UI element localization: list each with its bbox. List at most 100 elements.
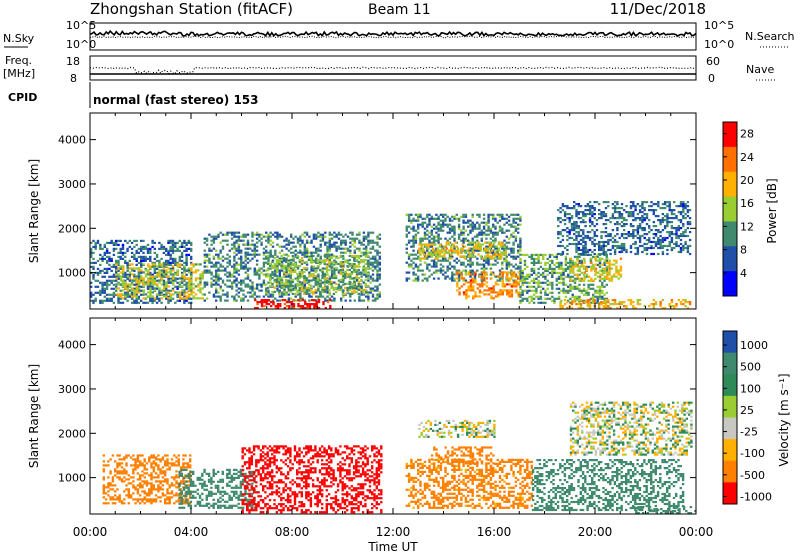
heatmap-cell	[308, 289, 311, 292]
heatmap-cell	[190, 271, 193, 274]
heatmap-cell	[376, 271, 379, 274]
heatmap-cell	[467, 289, 470, 292]
heatmap-cell	[585, 289, 588, 292]
heatmap-cell	[555, 277, 558, 280]
heatmap-cell	[489, 229, 493, 232]
heatmap-cell	[169, 281, 172, 284]
heatmap-cell	[217, 269, 220, 272]
heatmap-cell	[485, 271, 488, 274]
heatmap-cell	[162, 279, 166, 282]
heatmap-cell	[417, 231, 420, 234]
heatmap-cell	[299, 305, 302, 308]
heatmap-cell	[271, 254, 274, 258]
heatmap-cell	[153, 279, 157, 282]
heatmap-cell	[151, 291, 154, 294]
heatmap-cell	[442, 265, 445, 268]
heatmap-cell	[460, 263, 463, 266]
heatmap-cell	[519, 265, 522, 268]
heatmap-cell	[337, 271, 341, 274]
heatmap-cell	[108, 297, 111, 300]
heatmap-cell	[557, 265, 561, 268]
heatmap-cell	[119, 297, 122, 300]
heatmap-cell	[326, 255, 329, 258]
heatmap-cell	[498, 277, 502, 280]
heatmap-cell	[251, 287, 254, 290]
heatmap-cell	[405, 261, 408, 264]
heatmap-cell	[629, 207, 633, 210]
heatmap-cell	[266, 272, 270, 276]
heatmap-cell	[205, 265, 209, 268]
heatmap-cell	[308, 235, 311, 238]
heatmap-cell	[494, 291, 498, 294]
heatmap-cell	[342, 235, 345, 238]
heatmap-cell	[303, 276, 306, 280]
heatmap-cell	[638, 236, 642, 240]
heatmap-cell	[319, 243, 322, 246]
heatmap-cell	[158, 281, 161, 284]
heatmap-cell	[183, 267, 186, 270]
heatmap-cell	[171, 261, 175, 264]
heatmap-cell	[435, 217, 438, 220]
heatmap-cell	[105, 255, 109, 258]
heatmap-cell	[90, 299, 93, 302]
heatmap-cell	[427, 245, 430, 248]
heatmap-cell	[287, 260, 290, 264]
heatmap-cell	[555, 253, 558, 256]
heatmap-cell	[124, 255, 127, 258]
heatmap-cell	[126, 267, 129, 270]
heatmap-cell	[348, 272, 351, 276]
heatmap-cell	[591, 213, 594, 216]
heatmap-cell	[317, 275, 320, 278]
heatmap-cell	[589, 259, 593, 262]
heatmap-cell	[369, 257, 372, 260]
heatmap-cell	[577, 205, 580, 208]
heatmap-cell	[487, 245, 490, 248]
heatmap-cell	[462, 283, 466, 286]
heatmap-cell	[265, 239, 268, 242]
heatmap-cell	[439, 225, 443, 228]
heatmap-cell	[273, 278, 276, 281]
heatmap-cell	[324, 285, 327, 288]
heatmap-cell	[278, 269, 281, 272]
heatmap-cell	[439, 227, 443, 230]
heatmap-cell	[126, 295, 129, 298]
heatmap-cell	[208, 269, 211, 272]
heatmap-cell	[321, 239, 325, 242]
heatmap-cell	[474, 293, 477, 296]
heatmap-cell	[666, 205, 669, 208]
heatmap-cell	[535, 295, 538, 298]
heatmap-cell	[588, 219, 592, 222]
heatmap-cell	[613, 205, 617, 208]
heatmap-cell	[149, 271, 152, 274]
heatmap-cell	[185, 257, 188, 260]
heatmap-cell	[246, 277, 250, 280]
heatmap-cell	[557, 263, 561, 266]
heatmap-cell	[561, 234, 565, 238]
heatmap-cell	[682, 217, 685, 220]
heatmap-cell	[233, 267, 236, 270]
heatmap-cell	[180, 291, 184, 294]
heatmap-cell	[515, 289, 518, 292]
heatmap-cell	[544, 291, 547, 294]
heatmap-cell	[594, 295, 597, 298]
heatmap-cell	[505, 255, 508, 258]
heatmap-cell	[140, 285, 143, 288]
heatmap-cell	[235, 279, 238, 282]
heatmap-cell	[469, 263, 472, 266]
heatmap-cell	[328, 275, 331, 278]
heatmap-cell	[288, 307, 291, 310]
heatmap-cell	[419, 241, 422, 244]
heatmap-cell	[504, 251, 507, 254]
heatmap-cell	[310, 299, 314, 302]
heatmap-cell	[359, 278, 363, 281]
heatmap-cell	[233, 275, 236, 278]
heatmap-cell	[165, 271, 168, 274]
heatmap-cell	[321, 274, 324, 278]
heatmap-cell	[602, 240, 605, 244]
heatmap-cell	[317, 297, 320, 300]
heatmap-cell	[612, 275, 616, 278]
heatmap-cell	[638, 219, 642, 222]
heatmap-cell	[421, 223, 424, 226]
heatmap-cell	[364, 270, 367, 274]
heatmap-cell	[577, 307, 580, 310]
